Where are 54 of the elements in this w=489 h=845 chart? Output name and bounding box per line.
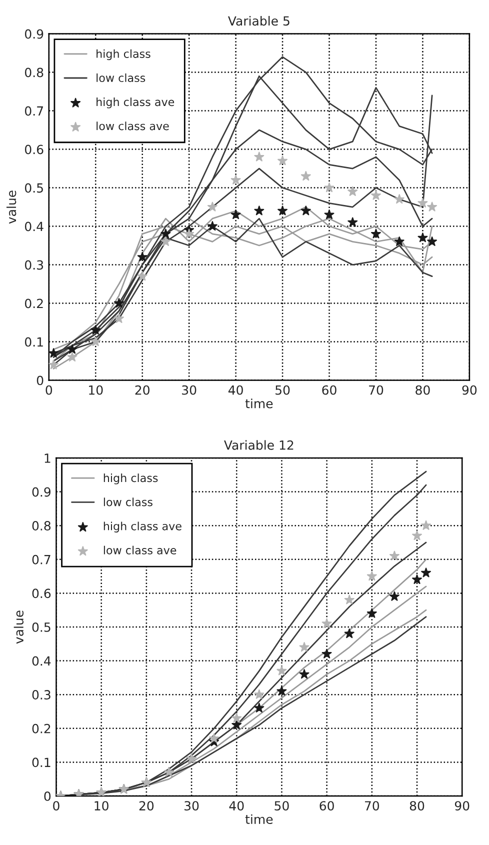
y-tick-label: 0.1 xyxy=(24,337,43,347)
x-tick-label: 30 xyxy=(184,801,199,811)
legend-label: low class ave xyxy=(96,122,169,130)
y-tick-label: 0.6 xyxy=(32,588,51,598)
y-tick-label: 0.5 xyxy=(32,622,50,632)
y-tick-label: 0.8 xyxy=(24,68,44,78)
y-tick-label: 0.9 xyxy=(32,487,50,497)
x-tick-label: 10 xyxy=(89,385,103,395)
y-axis-title: value xyxy=(14,610,24,644)
legend-label: high class xyxy=(96,49,150,60)
y-tick-label: 0.4 xyxy=(24,222,44,232)
y-axis-title: value xyxy=(6,190,16,224)
y-tick-label: 0.7 xyxy=(32,554,50,564)
y-tick-label: 0.7 xyxy=(24,106,43,116)
y-tick-label: 0.2 xyxy=(24,298,43,308)
x-tick-label: 10 xyxy=(94,801,108,811)
y-tick-label: 0.1 xyxy=(32,758,50,768)
x-tick-label: 70 xyxy=(364,801,380,811)
legend-label: low class ave xyxy=(104,546,176,554)
chart-title: Variable 12 xyxy=(224,440,294,450)
x-tick-label: 60 xyxy=(322,385,336,395)
x-tick-label: 80 xyxy=(410,801,424,811)
x-tick-label: 50 xyxy=(276,385,290,395)
y-tick-label: 0 xyxy=(36,376,44,386)
legend-label: low class xyxy=(104,498,152,506)
x-tick-label: 30 xyxy=(182,385,196,395)
y-tick-label: 0 xyxy=(44,791,51,801)
x-tick-label: 40 xyxy=(229,801,244,811)
y-tick-label: 0.9 xyxy=(24,29,44,39)
x-tick-label: 90 xyxy=(454,801,470,811)
x-tick-label: 40 xyxy=(228,385,243,395)
x-axis-title: time xyxy=(245,814,273,824)
x-tick-label: 90 xyxy=(462,385,477,395)
chart-title: Variable 5 xyxy=(228,16,290,26)
x-tick-label: 0 xyxy=(53,801,60,811)
y-tick-label: 0.4 xyxy=(32,656,51,666)
x-tick-label: 80 xyxy=(416,385,430,395)
x-axis-title: time xyxy=(245,398,273,408)
y-tick-label: 0.3 xyxy=(32,690,50,700)
legend-label: high class xyxy=(104,474,158,484)
y-tick-label: 0.5 xyxy=(24,183,43,193)
legend-label: high class ave xyxy=(96,98,174,108)
y-tick-label: 0.3 xyxy=(24,260,44,270)
legend-label: low class xyxy=(96,73,146,82)
x-tick-label: 20 xyxy=(135,385,150,395)
x-tick-label: 20 xyxy=(139,801,154,811)
y-tick-label: 1 xyxy=(44,454,50,463)
y-tick-label: 0.8 xyxy=(32,521,51,531)
y-tick-label: 0.6 xyxy=(24,144,44,154)
x-tick-label: 50 xyxy=(274,801,289,811)
x-tick-label: 60 xyxy=(320,801,334,811)
y-tick-label: 0.2 xyxy=(32,724,50,734)
legend-label: high class ave xyxy=(104,522,182,532)
x-tick-label: 70 xyxy=(369,385,384,395)
